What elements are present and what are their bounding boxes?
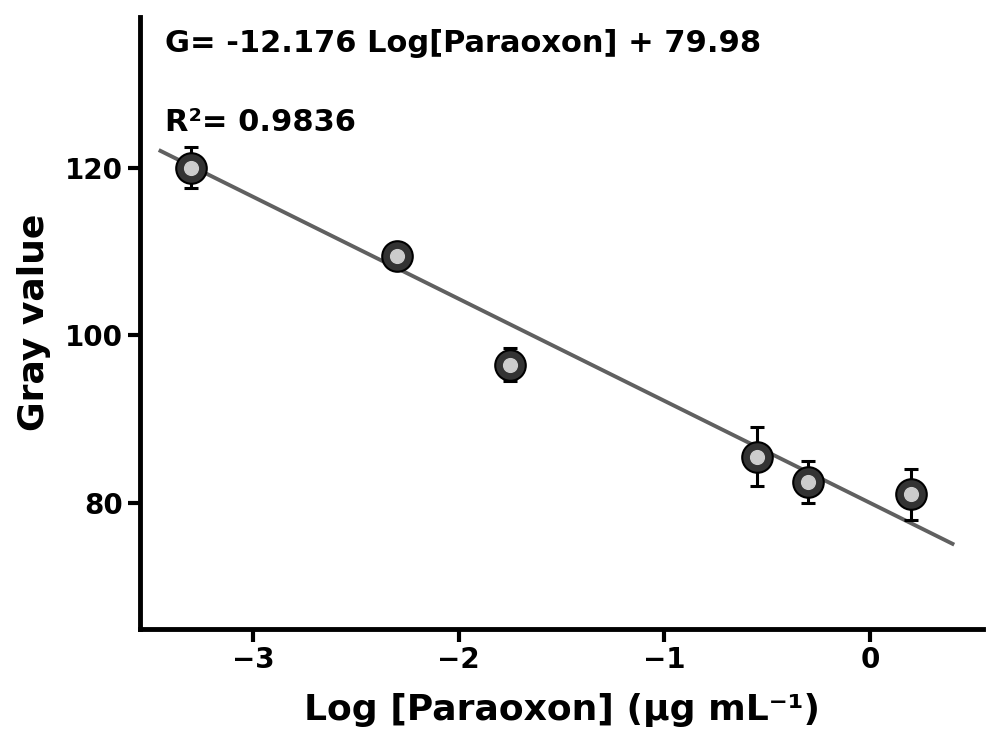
Text: R²= 0.9836: R²= 0.9836	[165, 109, 356, 138]
Y-axis label: Gray value: Gray value	[17, 214, 51, 432]
X-axis label: Log [Paraoxon] (μg mL⁻¹): Log [Paraoxon] (μg mL⁻¹)	[304, 693, 820, 728]
Text: G= -12.176 Log[Paraoxon] + 79.98: G= -12.176 Log[Paraoxon] + 79.98	[165, 29, 761, 58]
